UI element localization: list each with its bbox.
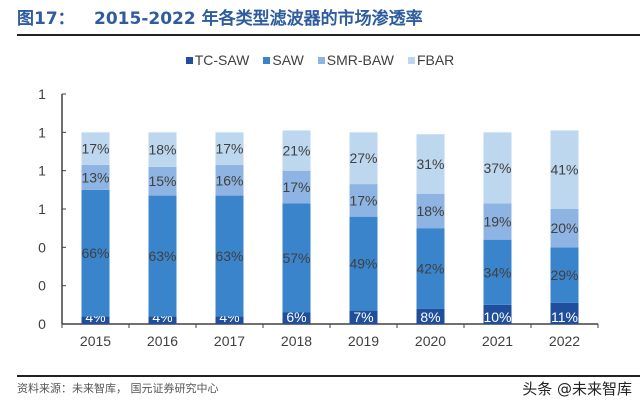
y-tick-label: 0 xyxy=(38,316,46,332)
legend-label: SMR-BAW xyxy=(326,52,394,68)
watermark: 头条 @未来智库 xyxy=(522,380,632,398)
legend-swatch xyxy=(185,56,193,64)
legend-label: SAW xyxy=(272,52,304,68)
data-label: 17% xyxy=(81,141,109,157)
y-tick-label: 1 xyxy=(38,86,46,102)
legend-swatch xyxy=(263,56,271,64)
data-label: 17% xyxy=(282,179,310,195)
bar-segment-fbar xyxy=(282,130,311,171)
x-tick-label: 2015 xyxy=(80,333,111,349)
bar-segment-fbar xyxy=(215,132,244,165)
x-tick-label: 2016 xyxy=(147,333,178,349)
data-label: 21% xyxy=(282,143,310,159)
bar-segment-tc-saw xyxy=(483,304,512,324)
data-label: 63% xyxy=(148,248,176,264)
figure-title: 图17： 2015-2022 年各类型滤波器的市场渗透率 xyxy=(17,4,423,29)
bar-segment-fbar xyxy=(148,132,177,167)
data-label: 31% xyxy=(416,156,444,172)
bar-segment-smr-baw xyxy=(282,170,311,204)
data-label: 63% xyxy=(215,248,243,264)
bar-segment-tc-saw xyxy=(550,302,579,324)
bar-segment-fbar xyxy=(81,132,110,165)
legend-item-fbar: FBAR xyxy=(407,52,455,68)
top-rule xyxy=(17,34,640,36)
bar-segment-smr-baw xyxy=(416,193,445,229)
data-label: 15% xyxy=(148,173,176,189)
data-label: 10% xyxy=(483,309,511,325)
bar-segment-saw xyxy=(282,203,311,313)
bar-segment-tc-saw xyxy=(81,316,110,324)
bar-segment-tc-saw xyxy=(416,308,445,324)
data-label: 17% xyxy=(215,141,243,157)
bar-segment-fbar xyxy=(483,132,512,204)
legend-item-tc-saw: TC-SAW xyxy=(185,52,250,68)
data-label: 18% xyxy=(416,203,444,219)
figure-label: 图17： xyxy=(17,9,75,29)
data-label: 7% xyxy=(353,309,373,325)
legend-swatch xyxy=(317,56,325,64)
data-label: 8% xyxy=(420,309,440,325)
data-label: 27% xyxy=(349,150,377,166)
y-tick-label: 1 xyxy=(38,163,46,179)
bar-segment-fbar xyxy=(550,130,579,209)
bottom-rule xyxy=(17,375,640,377)
bar-segment-saw xyxy=(81,189,110,317)
bar-segment-tc-saw xyxy=(148,316,177,324)
data-label: 41% xyxy=(550,162,578,178)
bar-segment-saw xyxy=(550,247,579,303)
data-label: 19% xyxy=(483,213,511,229)
y-tick-label: 0 xyxy=(38,239,46,255)
data-label: 17% xyxy=(349,192,377,208)
bar-segment-saw xyxy=(148,195,177,317)
bar-segment-smr-baw xyxy=(550,209,579,248)
data-label: 6% xyxy=(286,309,306,325)
legend-swatch xyxy=(407,56,415,64)
data-label: 11% xyxy=(551,309,578,325)
data-label: 18% xyxy=(148,142,176,158)
data-label: 13% xyxy=(81,169,109,185)
bar-segment-fbar xyxy=(349,132,378,185)
bar-segment-smr-baw xyxy=(148,166,177,196)
legend-label: TC-SAW xyxy=(194,52,250,68)
bar-segment-tc-saw xyxy=(349,310,378,324)
legend-item-smr-baw: SMR-BAW xyxy=(317,52,394,68)
x-tick-label: 2018 xyxy=(281,333,312,349)
x-tick-label: 2021 xyxy=(482,333,513,349)
legend: TC-SAW SAW SMR-BAW FBAR xyxy=(0,52,640,68)
bar-segment-smr-baw xyxy=(483,203,512,240)
data-label: 42% xyxy=(416,260,444,276)
bar-segment-smr-baw xyxy=(349,184,378,217)
bar-segment-tc-saw xyxy=(215,316,244,324)
bar-segment-saw xyxy=(349,216,378,311)
bar-segment-fbar xyxy=(416,134,445,194)
data-label: 37% xyxy=(483,160,511,176)
bar-segment-saw xyxy=(215,195,244,317)
bar-segment-tc-saw xyxy=(282,312,311,324)
x-tick-label: 2022 xyxy=(549,333,580,349)
y-tick-label: 1 xyxy=(38,124,46,140)
bar-segment-saw xyxy=(483,239,512,305)
y-tick-label: 0 xyxy=(38,278,46,294)
legend-label: FBAR xyxy=(416,52,455,68)
data-label: 57% xyxy=(282,250,310,266)
y-tick-label: 1 xyxy=(38,201,46,217)
x-tick-label: 2017 xyxy=(214,333,245,349)
x-tick-label: 2019 xyxy=(348,333,379,349)
data-label: 49% xyxy=(349,256,377,272)
legend-item-saw: SAW xyxy=(263,52,304,68)
data-label: 29% xyxy=(550,267,578,283)
source-note: 资料来源：未来智库， 国元证券研究中心 xyxy=(17,382,219,395)
data-label: 66% xyxy=(81,245,109,261)
figure-title-text: 2015-2022 年各类型滤波器的市场渗透率 xyxy=(94,9,423,29)
data-label: 16% xyxy=(215,172,243,188)
data-label: 20% xyxy=(550,220,578,236)
bar-segment-smr-baw xyxy=(81,164,110,190)
data-label: 34% xyxy=(483,264,511,280)
bar-segment-smr-baw xyxy=(215,164,244,196)
x-tick-label: 2020 xyxy=(415,333,446,349)
bar-segment-saw xyxy=(416,228,445,309)
